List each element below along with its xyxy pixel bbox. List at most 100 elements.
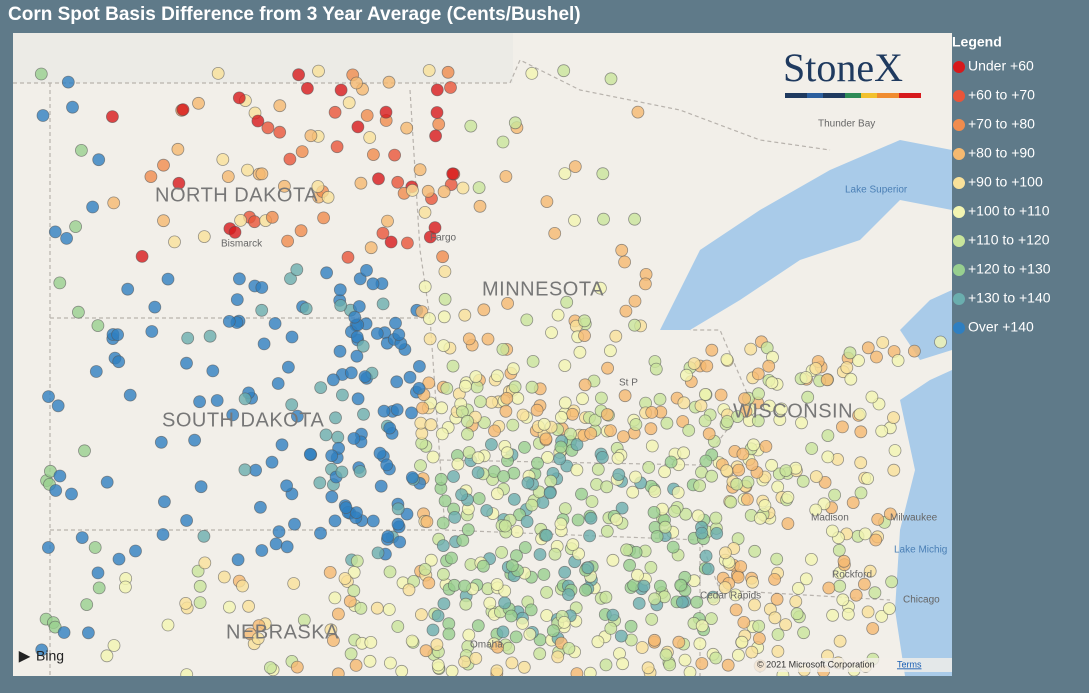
data-point [333,344,347,358]
data-point [490,369,504,383]
place-label: Thunder Bay [818,119,875,130]
data-point [414,608,428,621]
data-point [496,135,510,149]
data-point [193,395,207,409]
legend-label: +90 to +100 [968,174,1043,190]
data-point [876,336,890,349]
data-point [748,598,761,612]
data-point [758,499,772,512]
data-point [317,211,331,225]
data-point [664,455,678,469]
data-point [66,100,79,114]
data-point [390,375,404,389]
data-point [418,563,432,576]
data-point [687,357,701,371]
data-point [525,67,539,80]
state-label: WISCONSIN [733,400,853,422]
data-point [588,413,602,427]
data-point [568,213,581,227]
data-point [91,566,105,580]
data-point [323,566,337,579]
data-point [770,592,784,606]
data-point [226,408,240,422]
data-point [885,575,898,589]
attribution: © 2021 Microsoft Corporation [757,659,875,669]
data-point [311,180,325,193]
data-point [871,513,885,526]
data-point [242,599,256,613]
data-point [619,304,633,318]
data-point [820,373,834,387]
data-point [171,142,185,156]
data-point [405,183,419,197]
data-point [500,391,514,405]
data-point [566,538,580,551]
data-point [833,579,847,593]
data-point [765,376,779,390]
data-point [232,91,246,105]
data-point [484,438,498,451]
data-point [210,394,224,407]
data-point [853,407,867,421]
data-point [451,457,465,471]
data-point [395,664,409,676]
data-point [42,541,55,554]
data-point [154,435,168,449]
data-point [106,110,119,123]
data-point [347,432,361,445]
title: Corn Spot Basis Difference from 3 Year A… [8,4,581,25]
data-point [42,390,55,404]
data-point [629,418,643,431]
data-point [462,332,476,346]
data-point [418,280,432,294]
data-point [508,116,522,130]
data-point [65,487,78,501]
data-point [533,548,547,561]
data-point [499,170,513,183]
legend-marker [953,293,965,305]
legend-label: Under +60 [968,58,1034,74]
data-point [145,325,159,338]
terms-link[interactable]: Terms [897,659,922,669]
canada [13,33,513,83]
data-point [533,647,547,661]
data-point [335,465,349,479]
data-point [795,416,808,430]
data-point [320,266,334,280]
data-point [338,572,352,585]
data-point [531,456,544,470]
data-point [72,305,85,319]
data-point [461,523,475,537]
data-point [828,488,841,502]
data-point [495,546,509,559]
data-point [100,649,114,663]
data-point [822,581,836,595]
data-point [524,603,538,617]
data-point [705,612,718,625]
data-point [477,303,491,317]
data-point [344,366,358,380]
data-point [363,654,377,668]
legend: Under +60 +60 to +70 +70 to +80 +80 to +90 +… [953,58,1051,335]
data-point [350,349,364,363]
data-point [321,190,335,204]
data-point [92,153,106,167]
data-point [516,408,530,422]
data-point [609,329,623,343]
legend-title: Legend [952,34,1002,50]
data-point [231,553,245,567]
data-point [668,504,681,518]
data-point [350,506,363,519]
data-point [578,329,591,343]
legend-label: +130 to +140 [968,290,1051,306]
data-point [732,648,745,662]
data-point [544,474,558,488]
data-point [363,131,377,144]
data-point [34,67,48,81]
data-point [49,484,63,497]
data-point [241,163,254,177]
data-point [644,561,658,574]
data-point [161,272,175,286]
data-point [285,398,299,412]
data-point [644,422,658,436]
